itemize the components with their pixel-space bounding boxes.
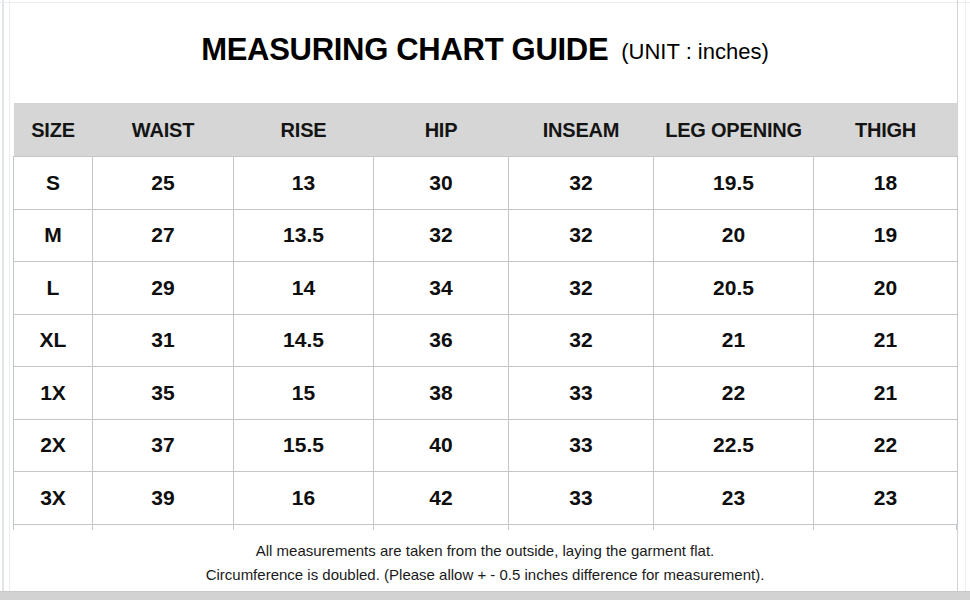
title-bar: MEASURING CHART GUIDE (UNIT : inches) — [0, 0, 970, 100]
table-cell: 13.5 — [234, 209, 374, 262]
size-cell: M — [14, 209, 93, 262]
column-stub — [13, 524, 14, 530]
footer-note-line1: All measurements are taken from the outs… — [13, 539, 957, 563]
table-cell: 16 — [234, 472, 374, 525]
size-cell: 2X — [14, 419, 93, 472]
column-header-size: SIZE — [14, 104, 93, 157]
table-cell: 21 — [814, 367, 958, 420]
column-stub — [92, 524, 93, 530]
size-cell: S — [14, 157, 93, 210]
table-cell: 34 — [374, 262, 509, 315]
column-header-waist: WAIST — [93, 104, 234, 157]
table-row-1x: 1X 35 15 38 33 22 21 — [14, 367, 958, 420]
column-header-thigh: THIGH — [814, 104, 958, 157]
table-row-s: S 25 13 30 32 19.5 18 — [14, 157, 958, 210]
table-cell: 32 — [509, 209, 654, 262]
table-cell: 35 — [93, 367, 234, 420]
table-row-2x: 2X 37 15.5 40 33 22.5 22 — [14, 419, 958, 472]
table-cell: 27 — [93, 209, 234, 262]
column-header-leg-opening: LEG OPENING — [654, 104, 814, 157]
column-stub — [653, 524, 654, 530]
table-cell: 37 — [93, 419, 234, 472]
table-cell: 15.5 — [234, 419, 374, 472]
column-header-inseam: INSEAM — [509, 104, 654, 157]
table-row-xl: XL 31 14.5 36 32 21 21 — [14, 314, 958, 367]
table-cell: 19.5 — [654, 157, 814, 210]
table-cell: 20 — [814, 262, 958, 315]
table-border-stubs — [13, 524, 957, 530]
column-stub — [508, 524, 509, 530]
unit-label: (UNIT : inches) — [621, 39, 769, 65]
table-cell: 32 — [509, 314, 654, 367]
measuring-chart-page: { "title": { "main": "MEASURING CHART GU… — [0, 0, 970, 600]
footer-note-line2: Circumference is doubled. (Please allow … — [13, 563, 957, 587]
column-header-hip: HIP — [374, 104, 509, 157]
table-cell: 22 — [814, 419, 958, 472]
bottom-border-band — [0, 591, 970, 600]
table-cell: 31 — [93, 314, 234, 367]
column-stub — [373, 524, 374, 530]
column-header-rise: RISE — [234, 104, 374, 157]
table-cell: 40 — [374, 419, 509, 472]
size-cell: 1X — [14, 367, 93, 420]
table-cell: 21 — [654, 314, 814, 367]
table-row-m: M 27 13.5 32 32 20 19 — [14, 209, 958, 262]
page-title: MEASURING CHART GUIDE — [201, 32, 608, 68]
size-chart-table: SIZE WAIST RISE HIP INSEAM LEG OPENING T… — [13, 103, 958, 525]
size-cell: 3X — [14, 472, 93, 525]
table-cell: 29 — [93, 262, 234, 315]
table-cell: 18 — [814, 157, 958, 210]
table-cell: 23 — [654, 472, 814, 525]
size-cell: L — [14, 262, 93, 315]
table-cell: 21 — [814, 314, 958, 367]
footer-notes: All measurements are taken from the outs… — [13, 539, 957, 587]
table-row-3x: 3X 39 16 42 33 23 23 — [14, 472, 958, 525]
table-cell: 15 — [234, 367, 374, 420]
table-cell: 20 — [654, 209, 814, 262]
table-cell: 13 — [234, 157, 374, 210]
table-cell: 36 — [374, 314, 509, 367]
table-cell: 32 — [509, 262, 654, 315]
table-cell: 30 — [374, 157, 509, 210]
column-stub — [233, 524, 234, 530]
table-cell: 14 — [234, 262, 374, 315]
table-cell: 32 — [374, 209, 509, 262]
table-cell: 25 — [93, 157, 234, 210]
table-cell: 22.5 — [654, 419, 814, 472]
table-cell: 32 — [509, 157, 654, 210]
table-cell: 14.5 — [234, 314, 374, 367]
table-cell: 19 — [814, 209, 958, 262]
size-cell: XL — [14, 314, 93, 367]
table-cell: 42 — [374, 472, 509, 525]
table-cell: 20.5 — [654, 262, 814, 315]
table-cell: 38 — [374, 367, 509, 420]
table-cell: 33 — [509, 472, 654, 525]
table-header-row: SIZE WAIST RISE HIP INSEAM LEG OPENING T… — [14, 104, 958, 157]
table-cell: 33 — [509, 367, 654, 420]
column-stub — [813, 524, 814, 530]
table-cell: 33 — [509, 419, 654, 472]
column-stub — [956, 524, 957, 530]
table-row-l: L 29 14 34 32 20.5 20 — [14, 262, 958, 315]
table-cell: 22 — [654, 367, 814, 420]
table-cell: 39 — [93, 472, 234, 525]
table-cell: 23 — [814, 472, 958, 525]
